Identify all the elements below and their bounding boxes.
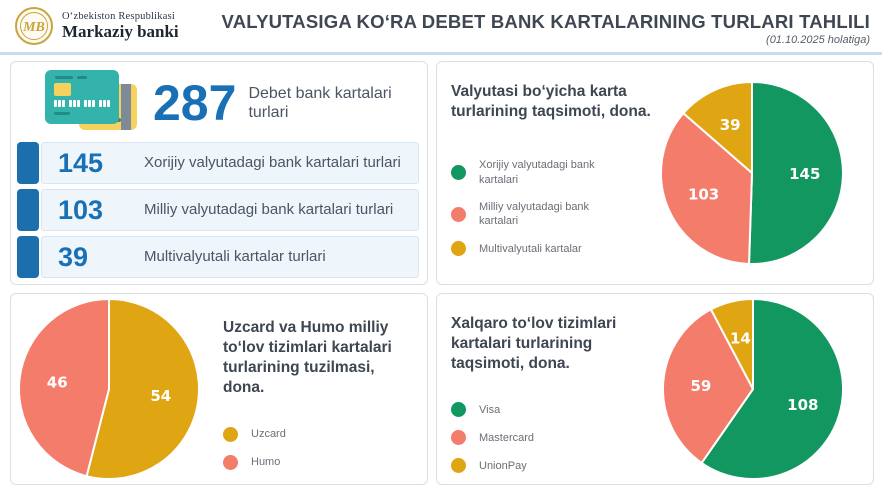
legend-item: Humo [223, 454, 413, 470]
pie-slice-value: 108 [787, 396, 818, 414]
bank-cards-icon [45, 70, 137, 130]
legend-dot [223, 426, 238, 442]
total-card-types-value: 287 [153, 75, 237, 131]
national-systems-pie-chart: 54 46 [18, 298, 201, 480]
legend-item: Xorijiy valyutadagi bank kartalari [451, 158, 659, 187]
stat-row-value: 103 [58, 194, 104, 225]
pie-slice [700, 298, 844, 480]
stat-row-label: Multivalyutali kartalar turlari [144, 248, 326, 266]
stat-row: 39 Multivalyutali kartalar turlari [17, 236, 419, 278]
stat-row: 103 Milliy valyutadagi bank kartalari tur… [17, 189, 419, 231]
pie-slice [709, 298, 754, 390]
legend-dot [451, 402, 466, 418]
stat-row-label: Xorijiy valyutadagi bank kartalari turla… [144, 154, 401, 172]
svg-text:MB: MB [22, 20, 45, 35]
dashboard-grid: 287 Debet bank kartalari turlari 145 Xori… [0, 55, 882, 485]
summary-rows: 145 Xorijiy valyutadagi bank kartalari tu… [17, 142, 419, 278]
pie-slice-value: 14 [730, 330, 751, 348]
legend-label: Xorijiy valyutadagi bank kartalari [479, 159, 595, 186]
legend-dot [451, 241, 466, 257]
pie-slice [85, 298, 201, 480]
pie-slice [748, 81, 844, 265]
pie-slice [660, 112, 753, 265]
pie-slice [682, 81, 753, 174]
central-bank-emblem-icon: MB [15, 7, 53, 45]
chart-legend: Uzcard Humo [223, 426, 413, 470]
pie-slice-value: 54 [150, 387, 171, 405]
legend-item: Multivalyutali kartalar [451, 241, 659, 257]
stat-row-accent-bar [17, 142, 39, 184]
legend-item: UnionPay [451, 458, 661, 474]
chart-title: Valyutasi bo‘yicha karta turlarining taq… [451, 83, 651, 121]
stat-row-accent-bar [17, 236, 39, 278]
total-card-types-label: Debet bank kartalari turlari [248, 84, 392, 121]
currency-pie-chart: 145 103 39 [660, 81, 844, 265]
stat-row-label: Milliy valyutadagi bank kartalari turlar… [144, 201, 394, 219]
legend-label: Humo [251, 455, 281, 468]
stat-row-accent-bar [17, 189, 39, 231]
national-systems-panel: 54 46 Uzcard va Humo milliy to‘lov tiziml… [10, 293, 428, 485]
pie-slice-value: 39 [720, 116, 741, 134]
chart-title: Xalqaro to‘lov tizimlari kartalari turla… [451, 315, 617, 373]
currency-distribution-panel: Valyutasi bo‘yicha karta turlarining taq… [436, 61, 874, 285]
legend-dot [451, 458, 466, 474]
pie-slice [18, 298, 110, 478]
legend-label: Multivalyutali kartalar [479, 242, 582, 255]
chart-legend: Visa Mastercard UnionPay [451, 402, 661, 474]
legend-item: Visa [451, 402, 661, 418]
org-subname: Markaziy banki [62, 21, 179, 41]
legend-dot [451, 430, 466, 446]
org-name: O‘zbekiston Respublikasi [62, 10, 175, 22]
pie-slice-value: 46 [47, 374, 68, 392]
legend-label: Visa [479, 403, 501, 416]
chart-title: Uzcard va Humo milliy to‘lov tizimlari k… [223, 319, 392, 397]
legend-item: Mastercard [451, 430, 661, 446]
summary-panel: 287 Debet bank kartalari turlari 145 Xori… [10, 61, 428, 285]
legend-label: UnionPay [479, 459, 527, 472]
legend-dot [451, 165, 466, 181]
pie-slice-value: 103 [688, 185, 719, 203]
legend-item: Uzcard [223, 426, 413, 442]
international-systems-panel: Xalqaro to‘lov tizimlari kartalari turla… [436, 293, 874, 485]
legend-item: Milliy valyutadagi bank kartalari [451, 200, 659, 229]
report-date: (01.10.2025 holatiga) [766, 33, 870, 46]
legend-dot [451, 206, 466, 222]
stat-row-value: 39 [58, 241, 89, 272]
legend-label: Uzcard [251, 427, 286, 440]
legend-label: Mastercard [479, 431, 535, 444]
stat-row: 145 Xorijiy valyutadagi bank kartalari tu… [17, 142, 419, 184]
international-systems-pie-chart: 108 59 14 [662, 298, 844, 480]
pie-slice-value: 145 [789, 165, 820, 183]
pie-slice-value: 59 [690, 377, 711, 395]
chart-legend: Xorijiy valyutadagi bank kartalari Milliy… [451, 158, 659, 257]
header: MB O‘zbekiston Respublikasi Markaziy ban… [0, 0, 882, 55]
legend-dot [223, 454, 238, 470]
page-title: VALYUTASIGA KO‘RA DEBET BANK KARTALARINI… [221, 10, 870, 32]
stat-row-value: 145 [58, 147, 104, 178]
legend-label: Milliy valyutadagi bank kartalari [479, 200, 590, 228]
central-bank-logo: MB O‘zbekiston Respublikasi Markaziy ban… [14, 6, 179, 46]
